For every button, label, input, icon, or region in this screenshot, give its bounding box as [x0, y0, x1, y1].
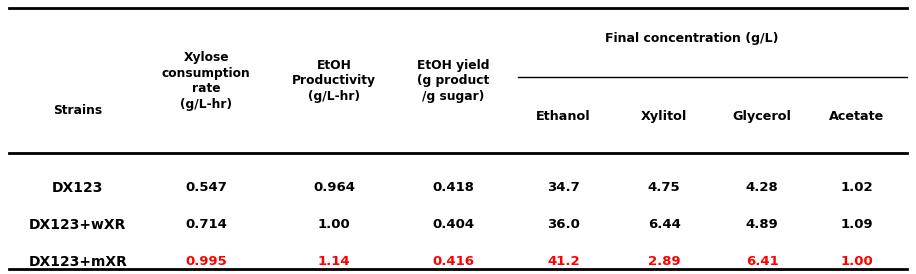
Text: Xylose
consumption
rate
(g/L-hr): Xylose consumption rate (g/L-hr)	[162, 51, 250, 111]
Text: 0.995: 0.995	[185, 255, 227, 268]
Text: 36.0: 36.0	[547, 218, 580, 231]
Text: 34.7: 34.7	[547, 181, 580, 194]
Text: 4.75: 4.75	[648, 181, 681, 194]
Text: Strains: Strains	[53, 104, 103, 118]
Text: DX123+mXR: DX123+mXR	[28, 255, 127, 269]
Text: Ethanol: Ethanol	[536, 110, 591, 123]
Text: 41.2: 41.2	[547, 255, 580, 268]
Text: Acetate: Acetate	[829, 110, 884, 123]
Text: 0.714: 0.714	[185, 218, 227, 231]
Text: 0.416: 0.416	[432, 255, 474, 268]
Text: 4.89: 4.89	[746, 218, 779, 231]
Text: Glycerol: Glycerol	[733, 110, 791, 123]
Text: 4.28: 4.28	[746, 181, 779, 194]
Text: 1.00: 1.00	[840, 255, 873, 268]
Text: 1.14: 1.14	[318, 255, 351, 268]
Text: EtOH yield
(g product
/g sugar): EtOH yield (g product /g sugar)	[417, 59, 490, 103]
Text: 0.964: 0.964	[313, 181, 355, 194]
Text: DX123: DX123	[52, 181, 104, 195]
Text: 6.41: 6.41	[746, 255, 779, 268]
Text: 1.02: 1.02	[840, 181, 873, 194]
Text: DX123+wXR: DX123+wXR	[29, 218, 126, 232]
Text: 0.418: 0.418	[432, 181, 474, 194]
Text: 1.00: 1.00	[318, 218, 351, 231]
Text: 0.547: 0.547	[185, 181, 227, 194]
Text: 1.09: 1.09	[840, 218, 873, 231]
Text: 6.44: 6.44	[648, 218, 681, 231]
Text: 2.89: 2.89	[648, 255, 681, 268]
Text: Final concentration (g/L): Final concentration (g/L)	[605, 32, 779, 45]
Text: Xylitol: Xylitol	[641, 110, 687, 123]
Text: EtOH
Productivity
(g/L-hr): EtOH Productivity (g/L-hr)	[292, 59, 376, 103]
Text: 0.404: 0.404	[432, 218, 474, 231]
